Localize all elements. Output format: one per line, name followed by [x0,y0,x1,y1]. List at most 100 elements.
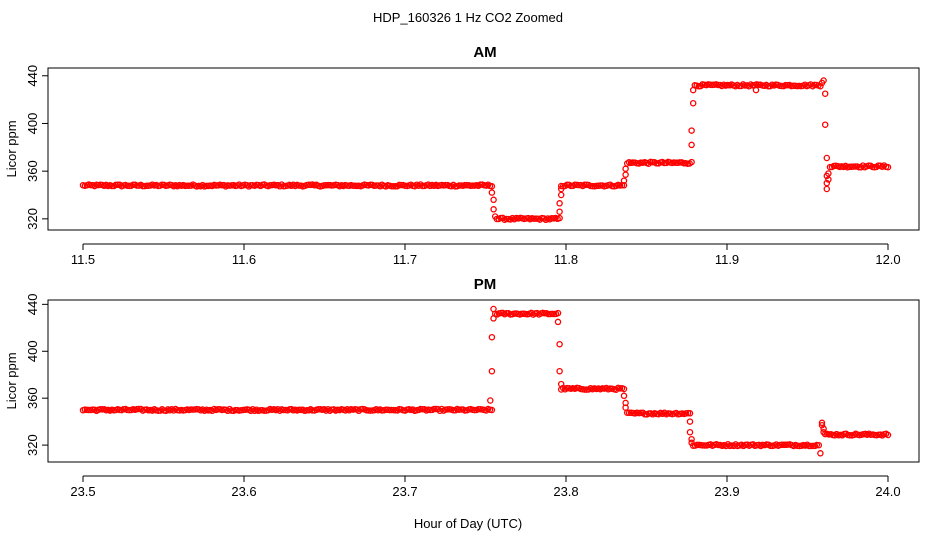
data-point [689,86,697,94]
data-point [581,181,588,189]
y-tick-label: 360 [25,160,40,182]
y-tick-label: 360 [25,387,40,409]
data-point [597,182,604,189]
panel-title: PM [474,276,497,293]
data-point [554,318,562,326]
figure-title: HDP_160326 1 Hz CO2 Zoomed [373,10,563,25]
data-point [490,315,497,322]
data-point [554,309,562,317]
data-point [823,154,831,162]
data-point [752,86,760,94]
data-point [491,213,499,220]
y-tick-label: 320 [25,434,40,456]
data-point [490,206,497,213]
x-tick-label: 24.0 [875,484,900,499]
data-point [135,405,143,413]
data-point [557,380,565,388]
y-tick-label: 320 [25,208,40,230]
y-tick-label: 400 [25,113,40,135]
data-point [823,185,831,193]
data-point [475,405,482,413]
data-point [575,181,583,189]
data-point [488,406,496,414]
data-point [442,181,449,189]
chart-panel-pm: PM Licor ppm 23.5 23.6 23.7 23.8 23.9 24.0 32… [4,276,920,499]
data-point [686,418,694,425]
data-points [79,77,892,224]
data-point [689,99,697,107]
data-point [817,450,824,457]
data-point [818,421,826,429]
data-point [557,191,565,199]
y-axis: 320 360 400 440 [25,65,49,230]
data-point [821,121,829,128]
data-point [488,333,496,341]
data-point [688,141,695,149]
data-points [79,305,892,457]
x-tick-label: 12.0 [875,252,900,267]
figure-x-axis-label: Hour of Day (UTC) [414,516,522,531]
data-point [818,419,826,427]
data-point [108,182,116,190]
x-axis: 23.5 23.6 23.7 23.8 23.9 24.0 [70,475,901,499]
data-point [556,208,563,215]
x-tick-label: 11.6 [232,252,256,267]
x-tick-label: 11.7 [393,252,417,267]
data-point [686,410,694,417]
data-point [490,196,497,204]
data-point [688,127,695,134]
x-tick-label: 11.5 [71,252,95,267]
data-point [815,441,823,449]
data-point [817,82,824,90]
y-axis-label: Licor ppm [4,120,19,177]
data-point [884,163,892,171]
data-point [622,165,629,173]
data-point [556,340,563,348]
data-point [825,176,832,183]
data-point [556,214,563,222]
x-tick-label: 11.9 [715,252,739,267]
data-point [686,428,694,436]
data-point [490,305,497,313]
x-tick-label: 11.8 [554,252,578,267]
data-point [820,428,827,436]
data-point [622,404,629,411]
y-tick-label: 440 [25,65,40,87]
y-tick-label: 440 [25,293,40,315]
data-point [620,177,628,184]
x-tick-label: 23.6 [231,484,256,499]
data-point [688,158,695,166]
x-tick-label: 23.9 [714,484,739,499]
x-tick-label: 23.7 [392,484,417,499]
y-tick-label: 400 [25,340,40,362]
data-point [823,179,831,187]
data-point [488,189,496,196]
data-point [581,386,588,393]
data-point [884,431,892,439]
data-point [622,171,629,178]
data-point [557,185,565,193]
data-point [820,425,827,432]
data-point [620,392,628,400]
data-point [556,200,563,207]
panel-title: AM [473,44,496,61]
data-point [688,439,695,447]
data-point [825,170,832,177]
data-point [114,181,121,189]
data-point [649,158,656,166]
data-point [688,435,695,443]
x-tick-label: 23.5 [70,484,95,499]
data-point [820,77,827,84]
data-point [488,367,496,375]
data-point [821,90,829,97]
y-axis: 320 360 400 440 [25,293,49,456]
data-point [488,183,496,190]
data-point [487,397,494,404]
data-point [620,385,628,393]
data-point [556,367,563,375]
y-axis-label: Licor ppm [4,352,19,409]
x-axis: 11.5 11.6 11.7 11.8 11.9 12.0 [71,243,901,267]
chart-panel-am: AM Licor ppm 11.5 11.6 11.7 11.8 11.9 12.0 32… [4,44,920,267]
